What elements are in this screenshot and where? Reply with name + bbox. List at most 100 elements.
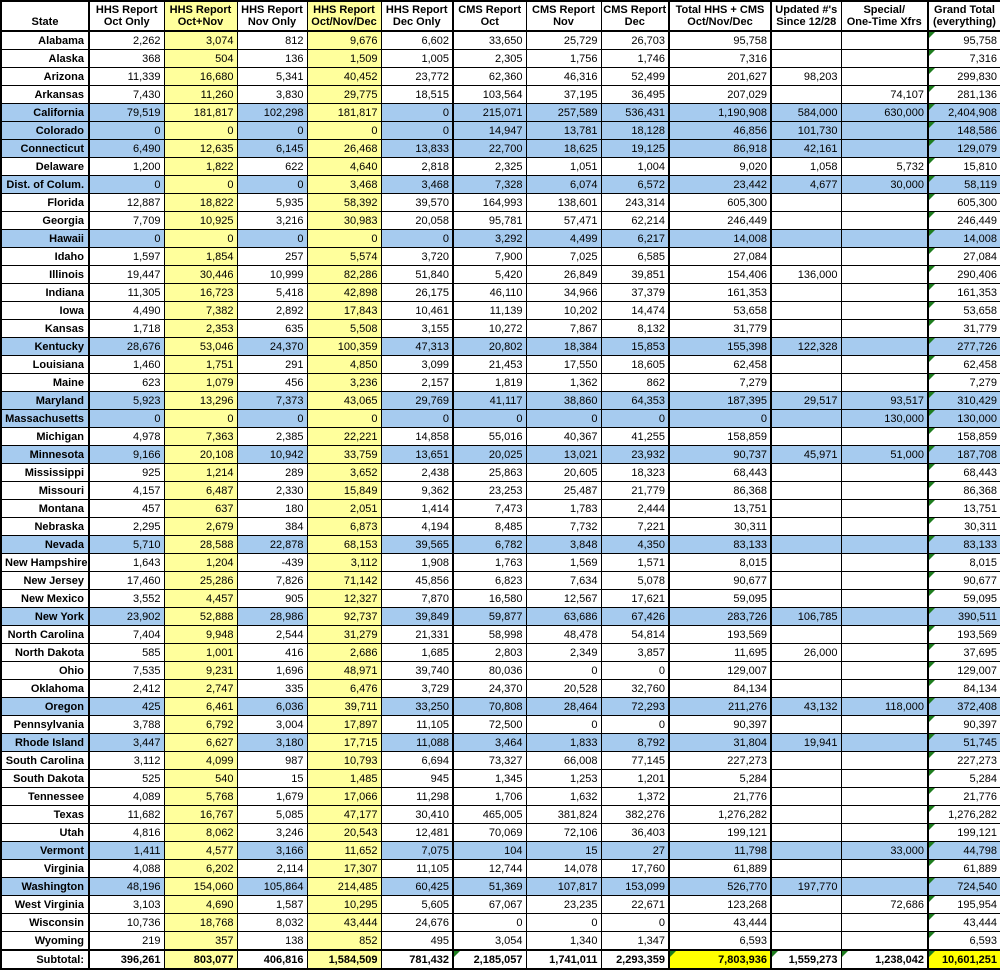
cell[interactable]: 1,460 [88,355,165,374]
cell[interactable]: 812 [236,30,308,50]
cell[interactable]: 187,708 [927,445,1000,464]
cell[interactable]: 246,449 [927,211,1000,230]
state-cell[interactable]: Dist. of Colum. [0,175,90,194]
cell[interactable]: 28,588 [163,535,238,554]
cell[interactable]: 1,819 [452,373,527,392]
cell[interactable]: 7,316 [927,49,1000,68]
state-cell[interactable]: Colorado [0,121,90,140]
cell[interactable] [840,877,929,896]
cell[interactable]: 36,495 [600,85,670,104]
cell[interactable]: 11,139 [452,301,527,320]
cell[interactable] [840,193,929,212]
cell[interactable]: 1,005 [380,49,454,68]
state-cell[interactable]: Nebraska [0,517,90,536]
cell[interactable] [770,787,842,806]
cell[interactable]: 1,679 [236,787,308,806]
cell[interactable]: 46,856 [668,121,772,140]
cell[interactable]: 1,569 [525,553,602,572]
cell[interactable]: 8,015 [927,553,1000,572]
cell[interactable]: 80,036 [452,661,527,680]
state-cell[interactable]: South Dakota [0,769,90,788]
cell[interactable] [840,733,929,752]
cell[interactable]: 246,449 [668,211,772,230]
cell[interactable] [770,247,842,266]
cell[interactable]: 7,867 [525,319,602,338]
cell[interactable]: 21,453 [452,355,527,374]
cell[interactable] [770,769,842,788]
cell[interactable]: 290,406 [927,265,1000,284]
cell[interactable]: 289 [236,463,308,482]
cell[interactable]: 7,316 [668,49,772,68]
cell[interactable]: 148,586 [927,121,1000,140]
cell[interactable] [770,553,842,572]
cell[interactable]: 25,286 [163,571,238,590]
cell[interactable]: 70,069 [452,823,527,842]
state-cell[interactable]: New Mexico [0,589,90,608]
cell[interactable]: 1,584,509 [306,949,382,970]
cell[interactable]: 5,085 [236,805,308,824]
column-header-updated[interactable]: Updated #'s Since 12/28 [770,0,842,32]
cell[interactable]: 72,686 [840,895,929,914]
state-cell[interactable]: Illinois [0,265,90,284]
cell[interactable] [840,67,929,86]
cell[interactable]: 8,032 [236,913,308,932]
state-cell[interactable]: New Hampshire [0,553,90,572]
cell[interactable]: 0 [600,715,670,734]
cell[interactable]: 41,255 [600,427,670,446]
state-cell[interactable]: Arkansas [0,85,90,104]
cell[interactable]: 1,685 [380,643,454,662]
cell[interactable]: 7,900 [452,247,527,266]
cell[interactable]: 33,000 [840,841,929,860]
cell[interactable] [770,823,842,842]
cell[interactable]: 7,473 [452,499,527,518]
cell[interactable]: 1,253 [525,769,602,788]
cell[interactable]: 52,888 [163,607,238,626]
cell[interactable]: -439 [236,553,308,572]
cell[interactable]: 63,686 [525,607,602,626]
cell[interactable]: 21,776 [927,787,1000,806]
cell[interactable]: 7,279 [668,373,772,392]
cell[interactable]: 803,077 [163,949,238,970]
cell[interactable]: 1,751 [163,355,238,374]
cell[interactable]: 66,008 [525,751,602,770]
state-cell[interactable]: Connecticut [0,139,90,158]
cell[interactable]: 48,478 [525,625,602,644]
cell[interactable]: 164,993 [452,193,527,212]
cell[interactable] [840,787,929,806]
cell[interactable]: 5,341 [236,67,308,86]
cell[interactable]: 22,700 [452,139,527,158]
cell[interactable]: 2,157 [380,373,454,392]
column-header-cms_oct[interactable]: CMS Report Oct [452,0,527,32]
cell[interactable] [840,625,929,644]
state-cell[interactable]: Virginia [0,859,90,878]
cell[interactable]: 38,860 [525,391,602,410]
cell[interactable]: 0 [380,409,454,428]
cell[interactable]: 384 [236,517,308,536]
cell[interactable]: 5,078 [600,571,670,590]
cell[interactable]: 17,897 [306,715,382,734]
cell[interactable]: 40,452 [306,67,382,86]
cell[interactable]: 18,323 [600,463,670,482]
cell[interactable]: 21,776 [668,787,772,806]
cell[interactable]: 1,058 [770,157,842,176]
cell[interactable]: 95,758 [668,30,772,50]
cell[interactable]: 6,823 [452,571,527,590]
cell[interactable] [840,823,929,842]
cell[interactable]: 23,902 [88,607,165,626]
cell[interactable]: 2,305 [452,49,527,68]
cell[interactable]: 39,740 [380,661,454,680]
cell[interactable]: 61,889 [927,859,1000,878]
cell[interactable]: 39,851 [600,265,670,284]
cell[interactable]: 24,370 [452,679,527,698]
cell[interactable]: 29,517 [770,391,842,410]
state-cell[interactable]: Pennsylvania [0,715,90,734]
cell[interactable] [770,409,842,428]
cell[interactable]: 1,509 [306,49,382,68]
cell[interactable]: 1,079 [163,373,238,392]
cell[interactable]: 92,737 [306,607,382,626]
cell[interactable]: 12,635 [163,139,238,158]
cell[interactable] [840,319,929,338]
cell[interactable]: 3,848 [525,535,602,554]
cell[interactable]: 43,065 [306,391,382,410]
cell[interactable]: 107,817 [525,877,602,896]
